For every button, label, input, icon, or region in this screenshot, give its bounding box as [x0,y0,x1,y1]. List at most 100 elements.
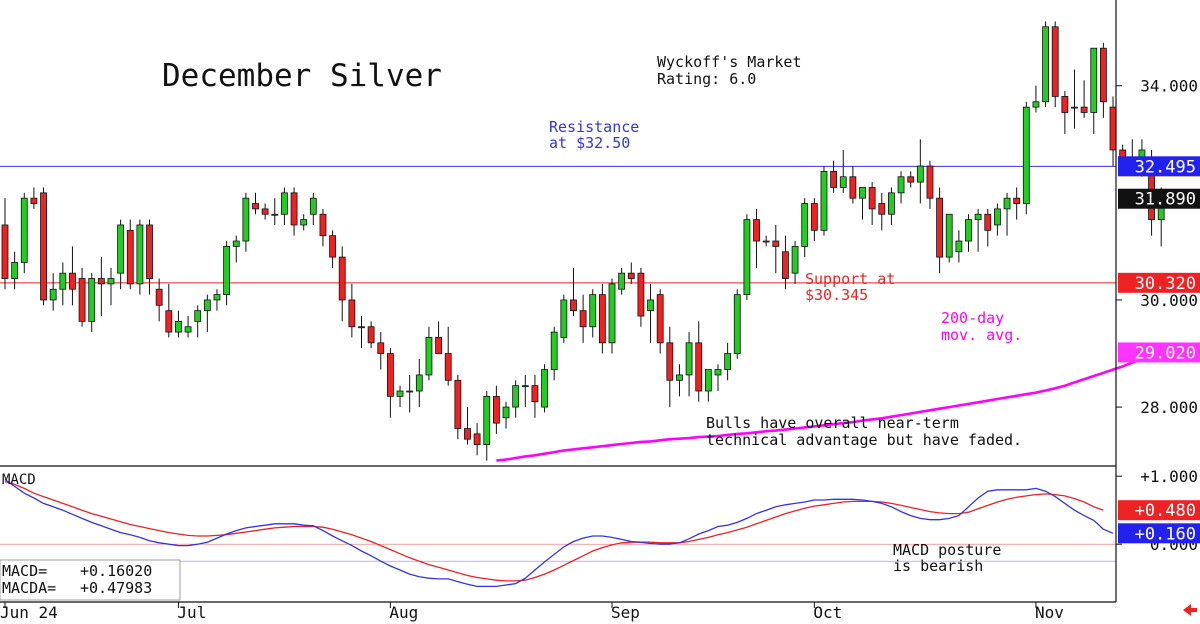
last-price-badge: 31.890 [1135,190,1196,210]
price-tick-label: 34.000 [1140,77,1198,96]
candle-body [502,406,510,419]
commentary-line1: Bulls have overall near-term [706,414,959,432]
candle-body [483,395,491,445]
candle-body [897,176,905,194]
candle-body [512,385,520,408]
candle [965,214,972,252]
candle [926,160,934,209]
candle [1071,69,1078,129]
candle [232,235,240,263]
candle-body [232,240,240,247]
candle [358,316,365,349]
candle-body [386,353,394,397]
candle-body [608,283,616,344]
candle-body [859,187,866,199]
candle-body [820,171,828,231]
rating-line1: Wyckoff's Market [657,53,802,71]
candle [20,192,28,274]
text-layer: December Silver Wyckoff's Market Rating:… [2,53,1022,597]
candle [396,385,404,408]
candle [261,203,269,220]
candle-body [261,208,269,215]
candle-body [984,213,992,231]
candle-body [974,213,982,221]
support-note2: $30.345 [805,286,868,304]
macd-readout-name: MACD= [2,562,47,580]
candle [666,326,674,408]
candle-body [570,299,577,312]
candle-body [637,272,645,317]
candle [290,187,298,236]
candle-body [762,240,770,243]
candle-body [492,395,500,424]
support-badge-bg [1118,272,1200,293]
macd-note2: is bearish [893,557,983,575]
candle [984,208,992,247]
candle-body [435,337,442,354]
candle-body [724,353,732,370]
candle-body [300,219,308,226]
macd-line [4,479,1114,588]
candle-body [685,342,693,376]
candle-body [252,203,259,210]
candle [473,423,481,456]
candle [878,192,886,231]
candle [868,182,876,225]
candle-body [955,240,963,253]
resistance-note1: Resistance [549,118,639,136]
candle-body [69,272,76,290]
x-tick-label: Oct [813,603,842,622]
candle-body [155,288,163,306]
candle-body [444,353,452,381]
candle [608,278,616,354]
candle [791,241,799,284]
candle-body [531,385,539,403]
candle-body [521,385,529,388]
candle-body [1042,26,1049,103]
candle [772,224,780,274]
candle [1061,91,1069,134]
candle-body [348,299,356,328]
candle [348,283,356,338]
candle [194,305,202,338]
candle-body [926,165,934,199]
candle-body [666,342,674,381]
candle [955,230,963,263]
candle-body [415,374,423,392]
candle [743,214,751,300]
candle-body [329,235,336,258]
candle [425,326,433,381]
ma200-note1: 200-day [941,309,1004,327]
candle [782,235,789,290]
candle [945,213,953,263]
candle [627,262,635,284]
candle [810,198,818,242]
macd-readout-box [0,559,181,601]
price-tick-label: 30.000 [1140,291,1198,310]
candle-body [1022,106,1030,204]
candle [618,267,626,295]
candle [550,326,558,381]
candle-body [1,224,9,279]
candle-body [367,326,375,344]
candle-body [704,369,712,392]
macda-readout-value: +0.47983 [80,579,152,597]
candle-body [849,176,857,199]
candle [223,241,231,306]
x-tick-label: Aug [389,603,418,622]
candle [136,219,144,295]
candle [994,203,1001,236]
candle-body [59,272,67,290]
candle [579,294,587,343]
candle [1099,42,1107,118]
ma200-note2: mov. avg. [941,326,1022,344]
scroll-left-arrow-icon[interactable] [1183,604,1197,616]
candle-body [377,342,385,354]
chart-title: December Silver [162,58,442,94]
ma200-badge: 29.020 [1135,343,1196,363]
macd-readout-value: +0.16020 [80,562,152,580]
candle [454,374,462,440]
x-tick-label: Jul [177,603,206,622]
candle-body [290,192,298,226]
